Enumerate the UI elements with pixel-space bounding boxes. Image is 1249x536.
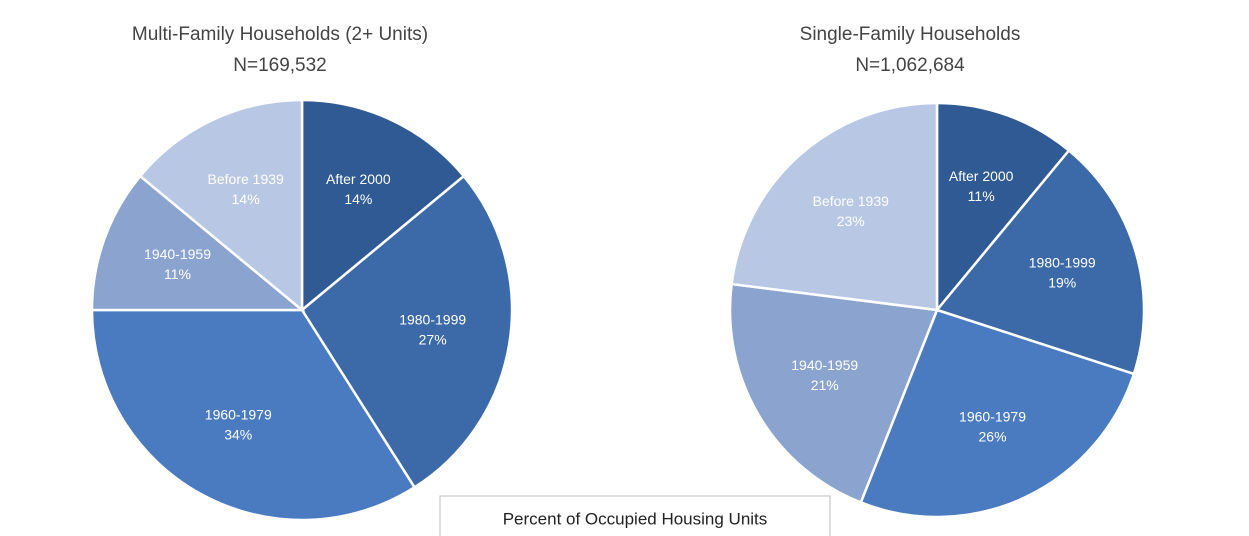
slice-value: 21% xyxy=(811,377,839,393)
slice-value: 11% xyxy=(164,266,191,282)
chart-title: Multi-Family Households (2+ Units) xyxy=(132,24,428,45)
slice-category: 1980-1999 xyxy=(1029,254,1096,270)
slice-value: 27% xyxy=(419,331,447,347)
chart-subtitle: N=1,062,684 xyxy=(855,55,965,76)
pie-slice xyxy=(935,101,1071,314)
slice-category: Before 1939 xyxy=(208,171,284,187)
pie-slice xyxy=(730,101,939,312)
pie-slice xyxy=(300,98,466,313)
slice-value: 14% xyxy=(232,191,260,207)
slice-value: 26% xyxy=(979,429,1007,445)
pie-slice xyxy=(90,308,417,522)
slice-value: 14% xyxy=(344,191,372,207)
pie-slice xyxy=(300,174,514,490)
slice-value: 34% xyxy=(224,427,252,443)
pie-slice xyxy=(859,308,1136,519)
chart-subtitle: N=169,532 xyxy=(233,55,327,76)
pie-slice xyxy=(138,98,304,313)
caption: Percent of Occupied Housing Units xyxy=(503,509,768,528)
pie: After 2000 14% 1980-1999 27% 1960-1979 34% 194… xyxy=(90,24,514,522)
slice-value: 19% xyxy=(1048,274,1076,290)
pie: After 2000 11% 1980-1999 19% 1960-1979 26% 194… xyxy=(728,24,1146,519)
pie-slice xyxy=(90,174,306,312)
caption-box xyxy=(439,495,831,536)
slice-category: 1940-1959 xyxy=(791,357,858,373)
slice-category: 1980-1999 xyxy=(399,311,466,327)
chart-title: Single-Family Households xyxy=(800,24,1021,45)
slice-category: 1960-1979 xyxy=(959,409,1026,425)
slice-category: After 2000 xyxy=(949,168,1014,184)
pie-slice xyxy=(728,282,939,505)
slice-category: 1960-1979 xyxy=(205,407,272,423)
slice-category: 1940-1959 xyxy=(144,246,211,262)
slice-value: 23% xyxy=(837,213,865,229)
slice-category: After 2000 xyxy=(326,171,391,187)
slice-category: Before 1939 xyxy=(813,193,889,209)
pie-slice xyxy=(934,148,1146,376)
slice-value: 11% xyxy=(968,188,995,204)
